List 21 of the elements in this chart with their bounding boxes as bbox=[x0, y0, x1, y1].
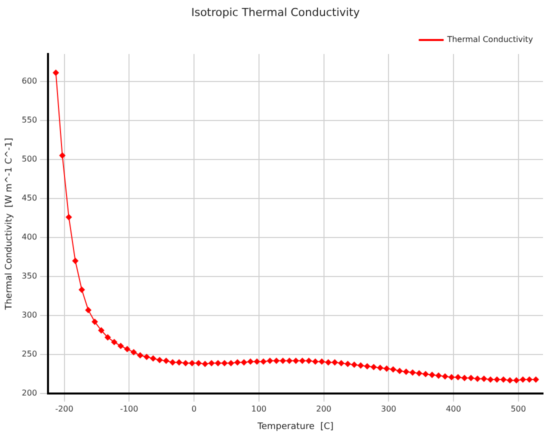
y-tick-label: 600 bbox=[22, 76, 38, 86]
y-axis-title: Thermal Conductivity [W m^-1 C^-1] bbox=[4, 138, 15, 311]
y-tick-label: 500 bbox=[22, 154, 38, 164]
y-tick-label: 350 bbox=[22, 272, 38, 281]
chart-title: Isotropic Thermal Conductivity bbox=[190, 6, 361, 19]
x-tick-label: 400 bbox=[446, 404, 462, 414]
x-tick-label: -200 bbox=[55, 404, 74, 414]
y-tick-label: 300 bbox=[22, 310, 38, 320]
x-tick-label: 300 bbox=[380, 404, 396, 414]
y-tick-label: 200 bbox=[22, 388, 38, 398]
x-tick-label: 0 bbox=[191, 404, 197, 414]
x-tick-label: 200 bbox=[316, 404, 332, 414]
x-tick-label: 500 bbox=[510, 404, 526, 414]
y-tick-label: 550 bbox=[22, 115, 38, 124]
y-tick-label: 450 bbox=[22, 194, 38, 203]
x-tick-label: 100 bbox=[251, 404, 267, 414]
y-tick-label: 250 bbox=[22, 350, 38, 359]
legend-label: Thermal Conductivity bbox=[446, 35, 534, 44]
x-axis-title: Temperature [C] bbox=[256, 422, 334, 432]
y-tick-label: 400 bbox=[22, 232, 38, 242]
x-tick-label: -100 bbox=[120, 404, 138, 414]
